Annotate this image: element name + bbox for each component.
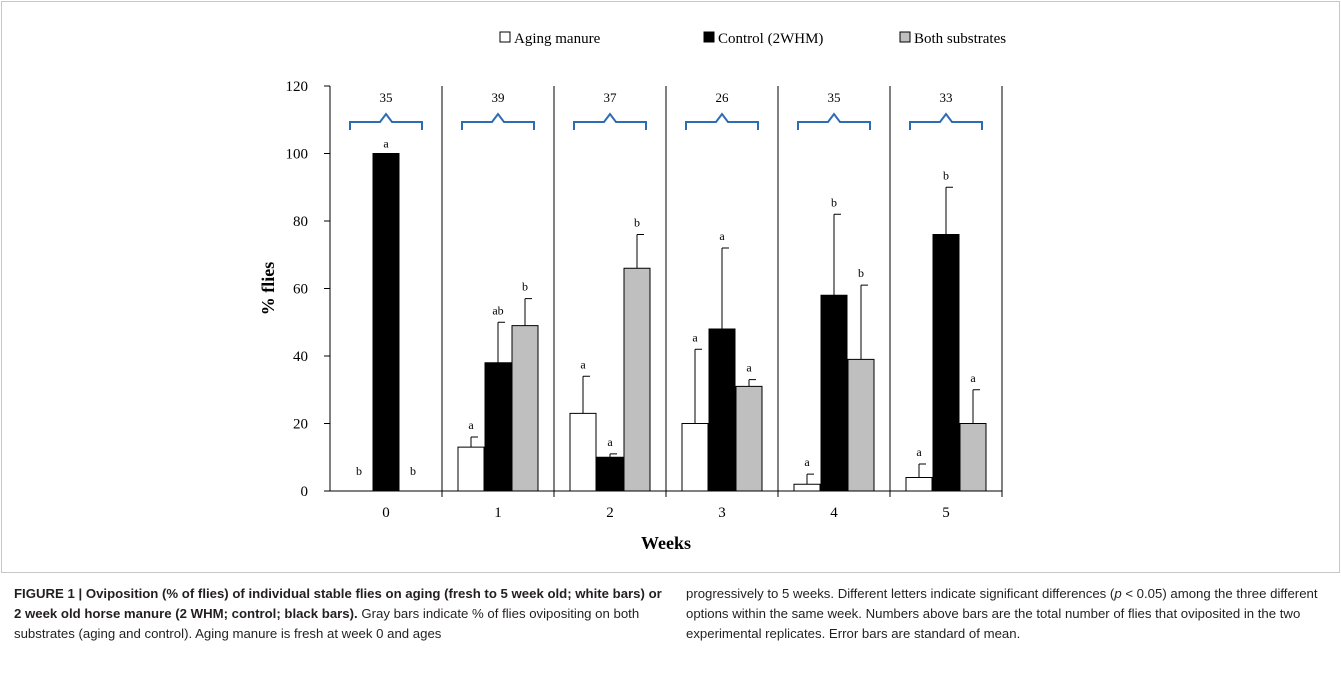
significance-letter: a — [719, 229, 725, 243]
significance-letter: a — [916, 445, 922, 459]
bar — [623, 267, 651, 492]
significance-letter: a — [383, 137, 389, 151]
significance-letter: b — [634, 216, 640, 230]
x-tick-label: 0 — [382, 505, 390, 521]
group-total-label: 39 — [492, 90, 505, 105]
group-total-label: 37 — [604, 90, 618, 105]
significance-letter: b — [410, 464, 416, 478]
significance-letter: a — [580, 357, 586, 371]
bar — [932, 234, 960, 492]
caption-right: progressively to 5 weeks. Different lett… — [686, 584, 1336, 644]
group-bracket — [909, 112, 983, 130]
significance-letter: a — [804, 455, 810, 469]
x-axis-title: Weeks — [641, 533, 691, 553]
x-tick-label: 2 — [606, 505, 614, 521]
legend-label: Aging manure — [514, 31, 601, 47]
caption-left: FIGURE 1 | Oviposition (% of flies) of i… — [14, 584, 664, 644]
x-tick-label: 5 — [942, 505, 950, 521]
significance-letter: b — [356, 464, 362, 478]
chart: 0204060801001200bab351aabb392aab373aaa26… — [258, 31, 1006, 553]
caption-right-text-a: progressively to 5 weeks. Different lett… — [686, 586, 1115, 601]
group-total-label: 35 — [828, 90, 841, 105]
significance-letter: b — [831, 195, 837, 209]
bar — [511, 325, 539, 492]
significance-letter: b — [522, 280, 528, 294]
bar — [569, 412, 597, 492]
y-tick-label: 80 — [293, 214, 308, 230]
bar — [820, 294, 848, 492]
bar — [793, 483, 821, 492]
bar — [457, 446, 485, 492]
y-tick-label: 120 — [286, 79, 309, 95]
x-tick-label: 4 — [830, 505, 838, 521]
y-tick-label: 20 — [293, 417, 308, 433]
bar — [905, 477, 933, 492]
significance-letter: a — [607, 435, 613, 449]
bar — [735, 385, 763, 492]
bar — [596, 456, 624, 492]
significance-letter: a — [468, 418, 474, 432]
bar — [708, 328, 736, 492]
group-bracket — [461, 112, 535, 130]
bar — [372, 153, 400, 492]
caption-left-text: Gray bars indicate % of flies ovipositin… — [14, 606, 640, 641]
bar — [959, 423, 987, 492]
x-tick-label: 3 — [718, 505, 726, 521]
caption-lead: FIGURE 1 | Oviposition (% of flies) of i… — [14, 586, 662, 621]
legend-label: Control (2WHM) — [718, 31, 823, 47]
caption-p-symbol: p — [1114, 586, 1122, 601]
x-tick-label: 1 — [494, 505, 502, 521]
y-tick-label: 60 — [293, 282, 308, 298]
significance-letter: a — [970, 371, 976, 385]
y-axis-title: % flies — [258, 262, 278, 316]
figure-frame — [1, 1, 1340, 573]
group-total-label: 26 — [716, 90, 730, 105]
group-bracket — [685, 112, 759, 130]
legend-label: Both substrates — [914, 31, 1006, 47]
group-bracket — [797, 112, 871, 130]
significance-letter: a — [746, 361, 752, 375]
group-bracket — [573, 112, 647, 130]
y-tick-label: 0 — [301, 484, 309, 500]
bar — [847, 358, 875, 492]
y-tick-label: 100 — [286, 147, 309, 163]
significance-letter: ab — [492, 303, 503, 317]
group-total-label: 33 — [940, 90, 953, 105]
caption-right-text-b: < 0.05) among the three different option… — [686, 586, 1318, 641]
significance-letter: b — [943, 168, 949, 182]
significance-letter: b — [858, 266, 864, 280]
y-tick-label: 40 — [293, 349, 308, 365]
legend-swatch — [703, 31, 715, 43]
group-bracket — [349, 112, 423, 130]
bar — [484, 362, 512, 492]
legend-swatch — [899, 31, 911, 43]
bar — [681, 423, 709, 492]
legend-swatch — [499, 31, 511, 43]
group-total-label: 35 — [380, 90, 393, 105]
significance-letter: a — [692, 330, 698, 344]
